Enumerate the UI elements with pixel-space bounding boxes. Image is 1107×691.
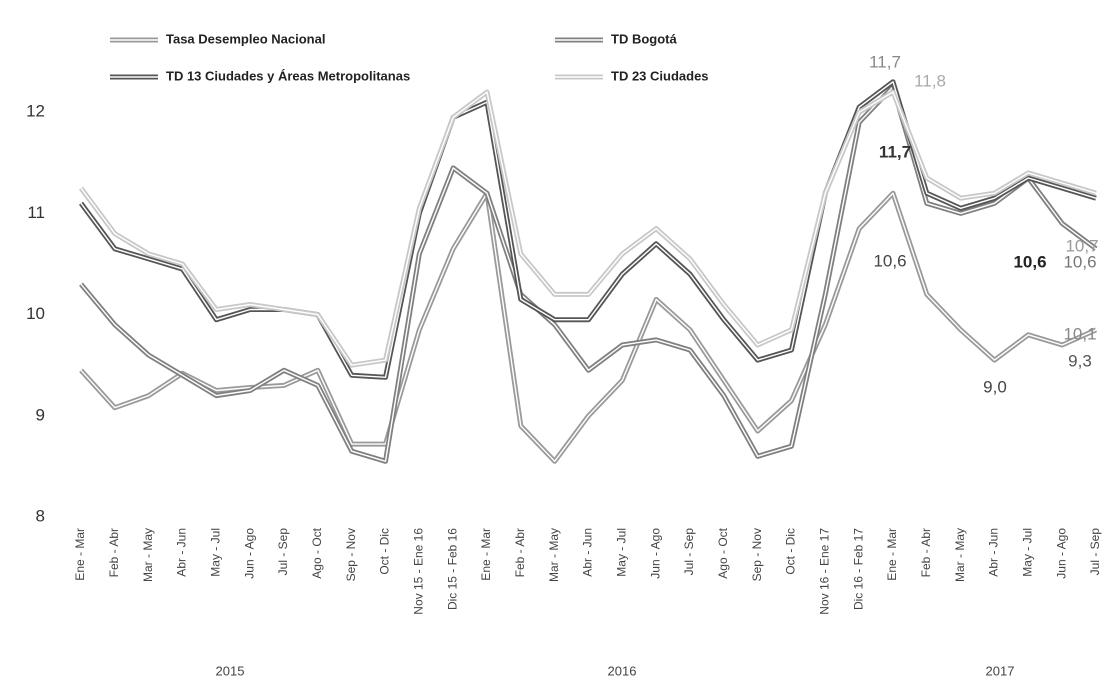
x-tick-label: Dic 15 - Feb 16: [445, 528, 459, 610]
series-line-inner: [80, 81, 1097, 378]
x-tick-label: Ago - Oct: [310, 527, 324, 578]
year-label: 2015: [216, 663, 245, 678]
annotation: 9,0: [983, 377, 1007, 396]
y-tick-label: 10: [26, 304, 45, 323]
annotation: 10,1: [1063, 324, 1096, 343]
series-line-inner: [80, 192, 1097, 462]
x-tick-label: Ene - Mar: [885, 528, 899, 581]
x-tick-label: Feb - Abr: [919, 528, 933, 577]
x-tick-label: May - Jul: [1021, 528, 1035, 577]
x-tick-label: Abr - Jun: [581, 528, 595, 577]
x-tick-label: May - Jul: [615, 528, 629, 577]
x-tick-label: Mar - May: [141, 528, 155, 582]
x-tick-label: Abr - Jun: [175, 528, 189, 577]
x-tick-label: Nov 15 - Ene 16: [412, 528, 426, 615]
x-tick-label: Sep - Nov: [750, 528, 764, 581]
x-tick-label: Ago - Oct: [716, 527, 730, 578]
x-tick-label: Nov 16 - Ene 17: [818, 528, 832, 615]
annotation: 9,3: [1068, 351, 1092, 370]
legend-label: TD 13 Ciudades y Áreas Metropolitanas: [166, 68, 410, 83]
x-tick-label: Ene - Mar: [479, 528, 493, 581]
annotation: 11,7: [869, 52, 901, 71]
y-tick-label: 9: [36, 405, 45, 424]
annotation: 10,7: [1065, 236, 1098, 255]
x-tick-label: May - Jul: [209, 528, 223, 577]
annotation: 10,6: [873, 251, 906, 270]
series-line: [78, 79, 1097, 380]
series-line: [79, 190, 1098, 464]
legend-label: TD Bogotá: [611, 31, 677, 46]
x-tick-label: Sep - Nov: [344, 528, 358, 581]
annotation: 10,6: [1013, 252, 1046, 271]
legend-label: Tasa Desempleo Nacional: [166, 31, 325, 46]
series-line-inner: [80, 91, 1097, 366]
x-tick-label: Jul - Sep: [276, 528, 290, 576]
x-tick-label: Jun - Ago: [1054, 528, 1068, 579]
y-tick-label: 11: [27, 203, 45, 222]
series-line-inner: [80, 86, 1097, 462]
x-tick-label: Mar - May: [547, 528, 561, 582]
x-tick-label: Ene - Mar: [73, 528, 87, 581]
legend-label: TD 23 Ciudades: [611, 68, 709, 83]
x-tick-label: Abr - Jun: [987, 528, 1001, 577]
series-line: [78, 89, 1097, 368]
y-tick-label: 12: [26, 102, 45, 121]
annotation: 11,8: [914, 71, 946, 90]
annotation: 11,7: [879, 142, 911, 161]
annotation: 10,6: [1063, 252, 1096, 271]
x-tick-label: Oct - Dic: [378, 528, 392, 575]
y-tick-label: 8: [36, 506, 45, 525]
x-tick-label: Mar - May: [953, 528, 967, 582]
x-tick-label: Jun - Ago: [648, 528, 662, 579]
x-tick-label: Dic 16 - Feb 17: [851, 528, 865, 610]
series-line: [79, 84, 1098, 464]
x-tick-label: Jun - Ago: [242, 528, 256, 579]
x-tick-label: Oct - Dic: [784, 528, 798, 575]
x-tick-label: Jul - Sep: [1088, 528, 1102, 576]
x-tick-label: Feb - Abr: [513, 528, 527, 577]
year-label: 2016: [608, 663, 637, 678]
year-label: 2017: [986, 663, 1015, 678]
x-tick-label: Jul - Sep: [682, 528, 696, 576]
x-tick-label: Feb - Abr: [107, 528, 121, 577]
